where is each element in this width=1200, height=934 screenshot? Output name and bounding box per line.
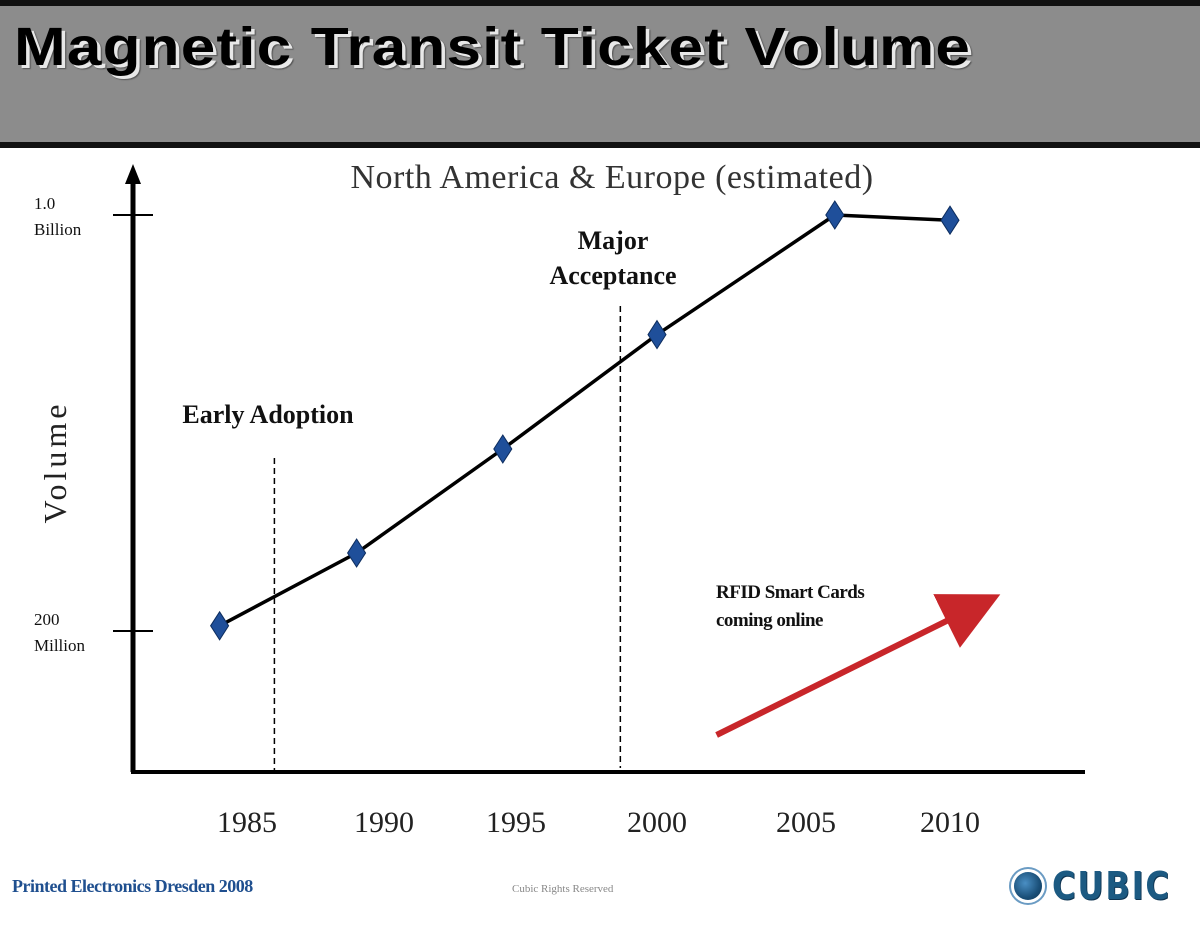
y-axis <box>125 164 141 772</box>
rfid-label-1: RFID Smart Cards <box>716 582 864 603</box>
footer-copyright: Cubic Rights Reserved <box>512 883 614 895</box>
y-tick-label: 200 <box>34 610 60 629</box>
data-point-marker <box>647 319 667 350</box>
early-adoption-label: Early Adoption <box>182 400 354 429</box>
annotations: Early Adoption Major Acceptance RFID Smart … <box>182 226 1001 770</box>
x-tick-label: 2000 <box>627 806 687 839</box>
major-acceptance-label-2: Acceptance <box>549 261 676 290</box>
major-acceptance-label-1: Major <box>578 226 649 255</box>
top-border <box>0 0 1200 6</box>
data-point-marker <box>210 610 230 641</box>
data-point-marker <box>347 538 367 568</box>
data-point-marker <box>825 200 845 230</box>
chart: North America & Europe (estimated) Volum… <box>34 159 1085 839</box>
y-tick-unit: Million <box>34 636 86 655</box>
y-ticks: 200 Million 1.0 Billion <box>34 194 153 655</box>
logo-text: CUBIC <box>1052 864 1171 908</box>
globe-icon <box>1014 872 1042 900</box>
y-tick-unit: Billion <box>34 220 82 239</box>
x-tick-label: 1990 <box>354 806 414 839</box>
series <box>210 200 960 641</box>
footer-event-label: Printed Electronics Dresden 2008 <box>12 876 253 896</box>
y-tick-label: 1.0 <box>34 194 55 213</box>
y-axis-label: Volume <box>37 401 73 524</box>
header-divider <box>0 142 1200 148</box>
x-ticks: 1985 1990 1995 2000 2005 2010 <box>217 806 980 839</box>
y-axis-arrowhead <box>125 164 141 184</box>
x-tick-label: 2005 <box>776 806 836 839</box>
rfid-arrow <box>715 594 1001 738</box>
cubic-logo: CUBIC <box>1014 864 1192 908</box>
series-line <box>218 213 951 628</box>
chart-subtitle: North America & Europe (estimated) <box>350 159 873 196</box>
data-point-marker <box>940 205 960 236</box>
header-banner: Magnetic Transit Ticket Volume <box>0 6 1200 142</box>
x-tick-label: 2010 <box>920 806 980 839</box>
rfid-label-2: coming online <box>716 610 823 631</box>
x-tick-label: 1995 <box>486 806 546 839</box>
data-point-marker <box>493 434 513 464</box>
x-tick-label: 1985 <box>217 806 277 839</box>
page-title: Magnetic Transit Ticket Volume <box>14 17 972 77</box>
